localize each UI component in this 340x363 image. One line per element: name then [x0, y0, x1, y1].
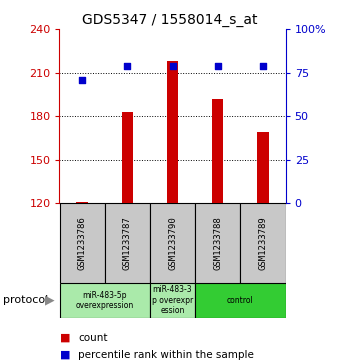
Text: GDS5347 / 1558014_s_at: GDS5347 / 1558014_s_at: [82, 13, 258, 27]
Text: miR-483-5p
overexpression: miR-483-5p overexpression: [75, 291, 134, 310]
Text: ▶: ▶: [45, 294, 54, 307]
Text: GSM1233789: GSM1233789: [258, 216, 268, 270]
Bar: [76, 202, 88, 203]
Text: count: count: [78, 333, 108, 343]
Bar: [59, 203, 105, 283]
Text: protocol: protocol: [3, 295, 49, 305]
Point: [260, 63, 266, 69]
Bar: [150, 203, 195, 283]
Bar: [122, 112, 133, 203]
Bar: [167, 61, 178, 203]
Point: [170, 63, 175, 69]
Text: control: control: [227, 296, 254, 305]
Bar: [212, 99, 223, 203]
Text: ■: ■: [59, 350, 70, 360]
Bar: [105, 203, 150, 283]
Bar: [240, 203, 286, 283]
Point: [215, 63, 221, 69]
Text: GSM1233788: GSM1233788: [213, 216, 222, 270]
Text: miR-483-3
p overexpr
ession: miR-483-3 p overexpr ession: [152, 285, 193, 315]
Bar: [150, 283, 195, 318]
Point: [79, 77, 85, 82]
Bar: [59, 283, 150, 318]
Bar: [195, 283, 286, 318]
Text: GSM1233787: GSM1233787: [123, 216, 132, 270]
Text: GSM1233786: GSM1233786: [78, 216, 87, 270]
Text: ■: ■: [59, 333, 70, 343]
Text: GSM1233790: GSM1233790: [168, 216, 177, 270]
Text: percentile rank within the sample: percentile rank within the sample: [78, 350, 254, 360]
Bar: [257, 132, 269, 203]
Bar: [195, 203, 240, 283]
Point: [125, 63, 130, 69]
